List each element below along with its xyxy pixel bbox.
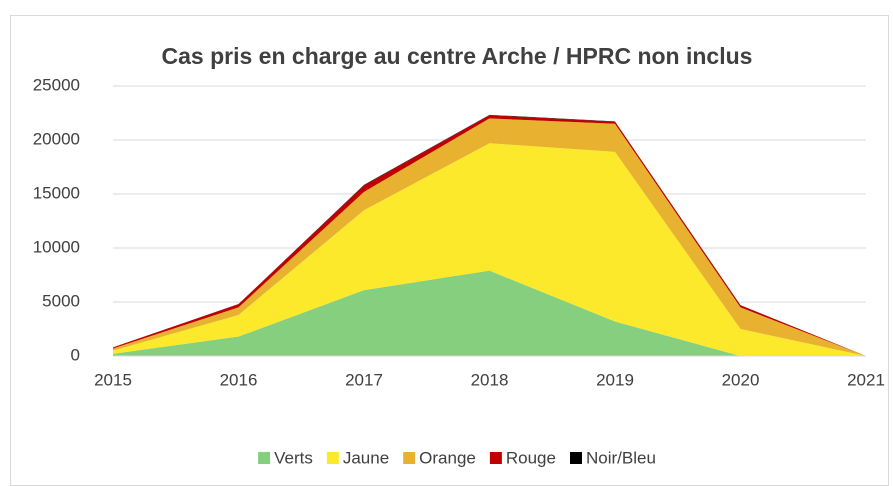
legend-swatch — [489, 452, 502, 464]
legend-label: Rouge — [506, 448, 556, 467]
legend-label: Noir/Bleu — [586, 448, 656, 467]
y-tick-label: 0 — [71, 345, 80, 364]
y-tick-label: 10000 — [33, 237, 80, 256]
area — [113, 270, 866, 356]
x-tick-label: 2018 — [471, 370, 509, 389]
y-tick-label: 20000 — [33, 129, 80, 148]
x-tick-label: 2021 — [847, 370, 885, 389]
chart-title: Cas pris en charge au centre Arche / HPR… — [162, 43, 753, 69]
x-tick-label: 2017 — [345, 370, 383, 389]
legend-label: Verts — [274, 448, 313, 467]
legend-swatch — [403, 452, 416, 464]
legend-swatch — [326, 452, 339, 464]
area — [113, 143, 866, 356]
y-tick-label: 25000 — [33, 75, 80, 94]
area — [113, 118, 866, 357]
legend-label: Jaune — [343, 448, 389, 467]
legend-swatch — [258, 452, 271, 464]
x-tick-label: 2019 — [596, 370, 634, 389]
y-tick-label: 15000 — [33, 183, 80, 202]
legend-label: Orange — [419, 448, 476, 467]
legend-swatch — [569, 452, 582, 464]
x-tick-label: 2016 — [220, 370, 258, 389]
x-tick-label: 2020 — [722, 370, 760, 389]
y-tick-label: 5000 — [42, 291, 80, 310]
x-tick-label: 2015 — [94, 370, 132, 389]
